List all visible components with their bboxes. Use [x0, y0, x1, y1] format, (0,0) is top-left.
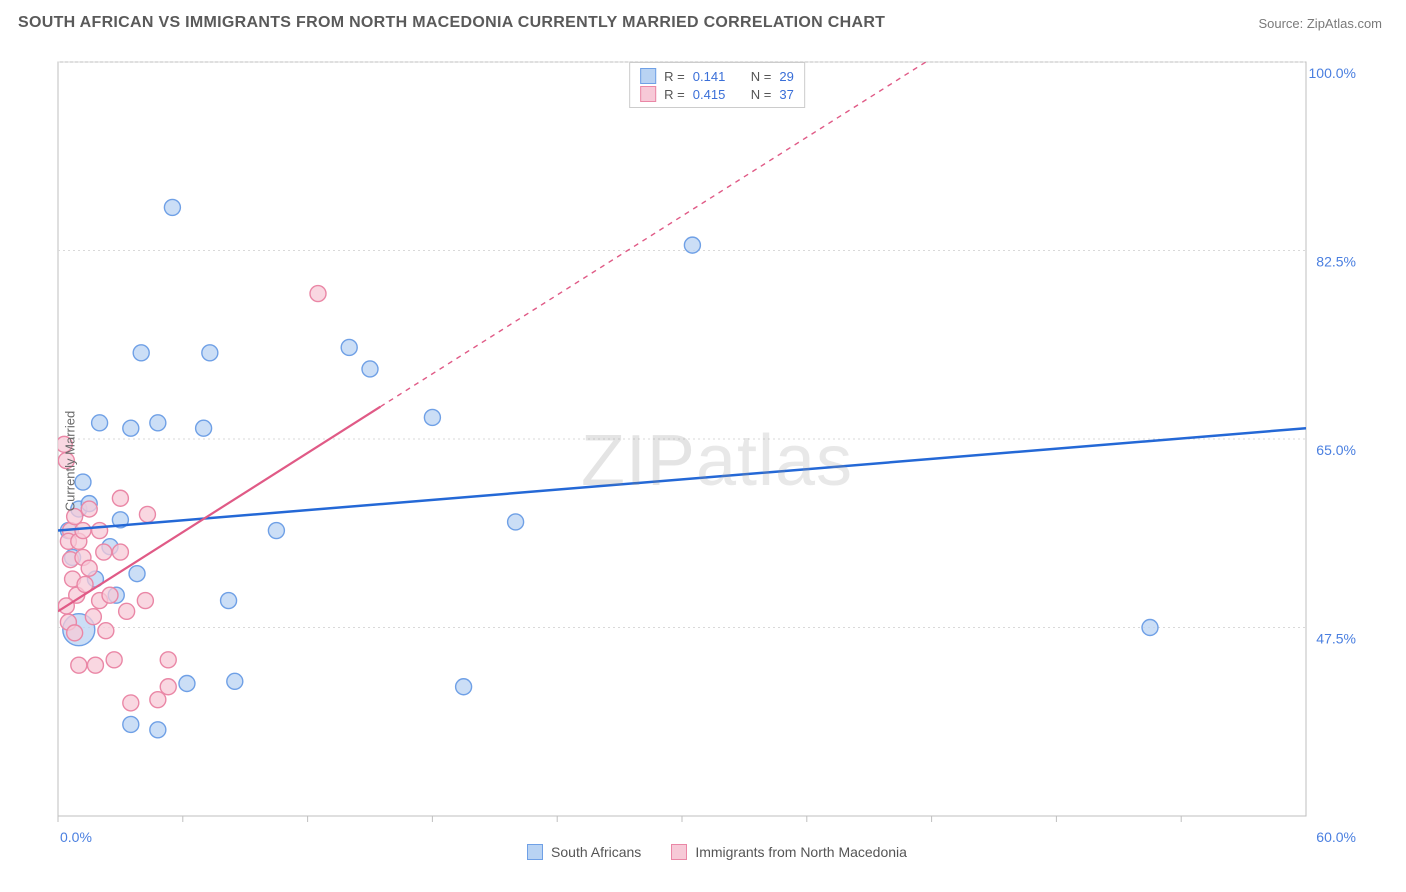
- legend-swatch: [671, 844, 687, 860]
- series-legend: South Africans Immigrants from North Mac…: [48, 844, 1386, 860]
- legend-top-row: R = 0.415 N = 37: [640, 85, 794, 103]
- legend-swatch: [640, 68, 656, 84]
- legend-swatch: [640, 86, 656, 102]
- y-axis-label: Currently Married: [63, 411, 78, 511]
- svg-text:100.0%: 100.0%: [1309, 65, 1356, 81]
- r-value: 0.141: [693, 69, 739, 84]
- legend-bottom-item: Immigrants from North Macedonia: [671, 844, 907, 860]
- legend-label: Immigrants from North Macedonia: [695, 844, 907, 860]
- legend-swatch: [527, 844, 543, 860]
- legend-top-row: R = 0.141 N = 29: [640, 67, 794, 85]
- n-label: N =: [751, 87, 772, 102]
- chart-title: SOUTH AFRICAN VS IMMIGRANTS FROM NORTH M…: [18, 14, 885, 32]
- n-label: N =: [751, 69, 772, 84]
- r-value: 0.415: [693, 87, 739, 102]
- chart-container: Currently Married 47.5% 65.0% 82.5% 100.0% 0…: [48, 54, 1386, 868]
- legend-label: South Africans: [551, 844, 641, 860]
- svg-text:0.0%: 0.0%: [60, 829, 92, 845]
- svg-text:47.5%: 47.5%: [1316, 631, 1356, 647]
- r-label: R =: [664, 87, 685, 102]
- svg-text:65.0%: 65.0%: [1316, 442, 1356, 458]
- r-label: R =: [664, 69, 685, 84]
- scatter-plot: 47.5% 65.0% 82.5% 100.0% 0.0% 60.0%: [48, 54, 1386, 868]
- source-label: Source: ZipAtlas.com: [1258, 16, 1382, 31]
- correlation-legend: R = 0.141 N = 29 R = 0.415 N = 37: [629, 62, 805, 108]
- legend-bottom-item: South Africans: [527, 844, 641, 860]
- n-value: 29: [779, 69, 793, 84]
- svg-text:60.0%: 60.0%: [1316, 829, 1356, 845]
- n-value: 37: [779, 87, 793, 102]
- svg-text:82.5%: 82.5%: [1316, 254, 1356, 270]
